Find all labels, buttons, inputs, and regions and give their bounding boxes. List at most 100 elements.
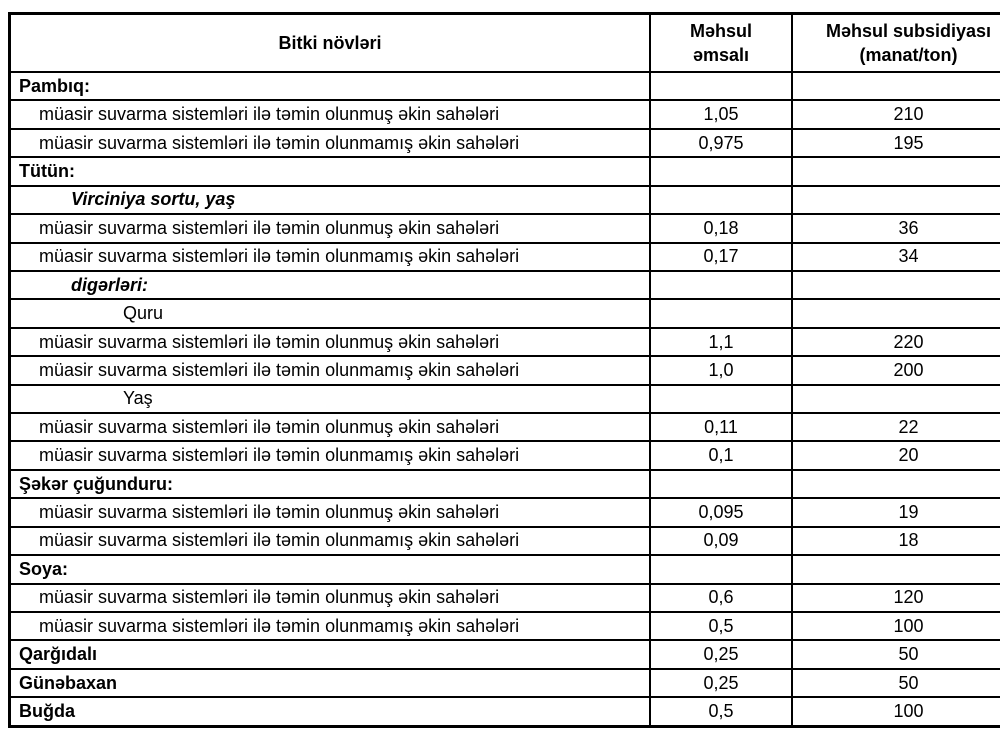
coefficient-cell: 1,05	[649, 99, 793, 130]
coefficient-cell	[649, 554, 793, 585]
crop-label-cell: müasir suvarma sistemləri ilə təmin olun…	[8, 355, 651, 386]
coefficient-cell	[649, 383, 793, 415]
coefficient-cell: 0,25	[649, 639, 793, 670]
subsidy-cell: 18	[791, 525, 1000, 557]
table-body: Pambıq: müasir suvarma sistemləri ilə təm…	[8, 70, 1000, 728]
crop-label-cell: Günəbaxan	[8, 667, 651, 699]
coefficient-cell: 1,0	[649, 355, 793, 386]
table-row: müasir suvarma sistemləri ilə təmin olun…	[8, 440, 1000, 471]
subsidy-cell: 220	[791, 326, 1000, 358]
subsidy-cell: 50	[791, 639, 1000, 670]
subsidy-cell: 36	[791, 213, 1000, 244]
coefficient-cell: 0,5	[649, 611, 793, 642]
coefficient-cell: 0,09	[649, 525, 793, 557]
table-row: Yaş	[8, 383, 1000, 415]
table-row: Şəkər çuğunduru:	[8, 468, 1000, 500]
header-subsidy: Məhsul subsidiyası (manat/ton)	[791, 12, 1000, 73]
table-row: müasir suvarma sistemləri ilə təmin olun…	[8, 497, 1000, 528]
coefficient-cell: 0,18	[649, 213, 793, 244]
subsidy-cell	[791, 184, 1000, 216]
crop-label-cell: müasir suvarma sistemləri ilə təmin olun…	[8, 99, 651, 130]
crop-label-cell: müasir suvarma sistemləri ilə təmin olun…	[8, 497, 651, 528]
subsidy-cell: 20	[791, 440, 1000, 471]
crop-label-cell: Pambıq:	[8, 70, 651, 102]
coefficient-cell: 0,11	[649, 412, 793, 443]
crop-label-cell: Quru	[8, 298, 651, 329]
subsidy-cell: 34	[791, 241, 1000, 272]
coefficient-cell: 0,17	[649, 241, 793, 272]
table-row: müasir suvarma sistemləri ilə təmin olun…	[8, 326, 1000, 358]
header-coefficient: Məhsul əmsalı	[649, 12, 793, 73]
coefficient-cell	[649, 298, 793, 329]
header-row: Bitki növləri Məhsul əmsalı Məhsul subsi…	[8, 12, 1000, 73]
crop-label-cell: müasir suvarma sistemləri ilə təmin olun…	[8, 525, 651, 557]
crop-label-cell: müasir suvarma sistemləri ilə təmin olun…	[8, 582, 651, 614]
header-crop-types: Bitki növləri	[8, 12, 651, 73]
crop-label-cell: müasir suvarma sistemləri ilə təmin olun…	[8, 412, 651, 443]
table-header: Bitki növləri Məhsul əmsalı Məhsul subsi…	[8, 12, 1000, 73]
subsidy-cell: 100	[791, 696, 1000, 728]
coefficient-cell	[649, 184, 793, 216]
coefficient-cell: 0,1	[649, 440, 793, 471]
subsidy-table: Bitki növləri Məhsul əmsalı Məhsul subsi…	[8, 12, 1000, 728]
subsidy-cell	[791, 156, 1000, 187]
crop-label-cell: müasir suvarma sistemləri ilə təmin olun…	[8, 127, 651, 159]
crop-label-cell: Tütün:	[8, 156, 651, 187]
subsidy-cell	[791, 468, 1000, 500]
crop-label-cell: Şəkər çuğunduru:	[8, 468, 651, 500]
subsidy-cell: 120	[791, 582, 1000, 614]
table-row: müasir suvarma sistemləri ilə təmin olun…	[8, 582, 1000, 614]
table-row: müasir suvarma sistemləri ilə təmin olun…	[8, 127, 1000, 159]
table-row: Qarğıdalı 0,25 50	[8, 639, 1000, 670]
table-row: Quru	[8, 298, 1000, 329]
table-row: müasir suvarma sistemləri ilə təmin olun…	[8, 525, 1000, 557]
coefficient-cell	[649, 468, 793, 500]
table-row: müasir suvarma sistemləri ilə təmin olun…	[8, 241, 1000, 272]
coefficient-cell: 1,1	[649, 326, 793, 358]
coefficient-cell	[649, 269, 793, 301]
crop-label-cell: Qarğıdalı	[8, 639, 651, 670]
table-row: Günəbaxan 0,25 50	[8, 667, 1000, 699]
subsidy-cell: 210	[791, 99, 1000, 130]
table-row: müasir suvarma sistemləri ilə təmin olun…	[8, 355, 1000, 386]
subsidy-cell	[791, 298, 1000, 329]
table-row: Buğda 0,5 100	[8, 696, 1000, 728]
coefficient-cell: 0,25	[649, 667, 793, 699]
subsidy-cell: 50	[791, 667, 1000, 699]
crop-label-cell: digərləri:	[8, 269, 651, 301]
crop-label-cell: müasir suvarma sistemləri ilə təmin olun…	[8, 326, 651, 358]
table-row: müasir suvarma sistemləri ilə təmin olun…	[8, 412, 1000, 443]
crop-label-cell: Yaş	[8, 383, 651, 415]
subsidy-cell: 195	[791, 127, 1000, 159]
crop-label-cell: müasir suvarma sistemləri ilə təmin olun…	[8, 611, 651, 642]
crop-label-cell: müasir suvarma sistemləri ilə təmin olun…	[8, 241, 651, 272]
crop-label-cell: Virciniya sortu, yaş	[8, 184, 651, 216]
table-row: müasir suvarma sistemləri ilə təmin olun…	[8, 99, 1000, 130]
crop-label-cell: müasir suvarma sistemləri ilə təmin olun…	[8, 440, 651, 471]
table-row: müasir suvarma sistemləri ilə təmin olun…	[8, 213, 1000, 244]
coefficient-cell: 0,5	[649, 696, 793, 728]
coefficient-cell: 0,975	[649, 127, 793, 159]
table-row: Pambıq:	[8, 70, 1000, 102]
table-row: müasir suvarma sistemləri ilə təmin olun…	[8, 611, 1000, 642]
crop-label-cell: müasir suvarma sistemləri ilə təmin olun…	[8, 213, 651, 244]
coefficient-cell: 0,6	[649, 582, 793, 614]
table-row: Virciniya sortu, yaş	[8, 184, 1000, 216]
subsidy-cell	[791, 383, 1000, 415]
table-row: digərləri:	[8, 269, 1000, 301]
table-row: Tütün:	[8, 156, 1000, 187]
subsidy-cell: 200	[791, 355, 1000, 386]
coefficient-cell: 0,095	[649, 497, 793, 528]
subsidy-cell: 22	[791, 412, 1000, 443]
table-row: Soya:	[8, 554, 1000, 585]
subsidy-cell: 19	[791, 497, 1000, 528]
subsidy-cell	[791, 269, 1000, 301]
subsidy-cell	[791, 554, 1000, 585]
subsidy-cell	[791, 70, 1000, 102]
crop-label-cell: Buğda	[8, 696, 651, 728]
crop-label-cell: Soya:	[8, 554, 651, 585]
subsidy-cell: 100	[791, 611, 1000, 642]
coefficient-cell	[649, 70, 793, 102]
coefficient-cell	[649, 156, 793, 187]
